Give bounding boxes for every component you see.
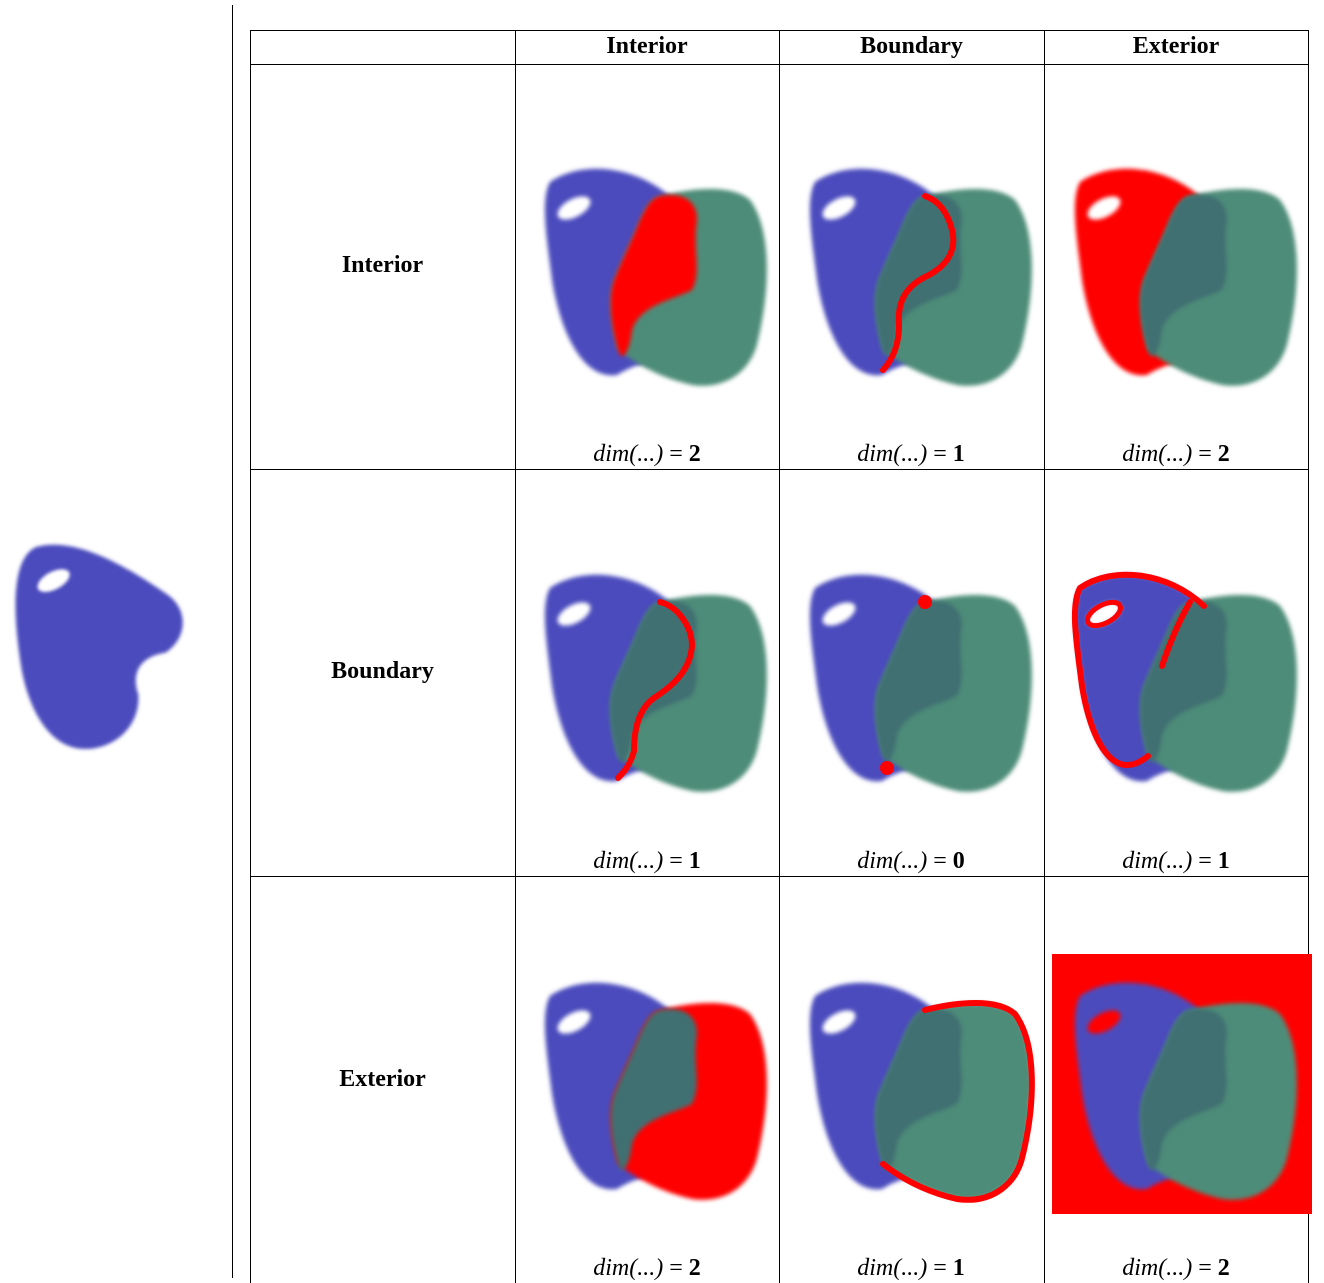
polygon-a-hole bbox=[557, 1010, 591, 1034]
grid-line bbox=[250, 876, 1308, 877]
cell-exterior-boundary bbox=[809, 982, 1035, 1203]
polygon-a-hole bbox=[1087, 196, 1121, 220]
grid-line bbox=[250, 30, 251, 1283]
dim-label: dim(...) = 2 bbox=[1122, 441, 1230, 467]
polygon-a-hole bbox=[1087, 602, 1121, 626]
highlight-line bbox=[1085, 599, 1123, 629]
cell-boundary-interior bbox=[544, 574, 767, 792]
grid-line bbox=[779, 30, 780, 1283]
highlight-line bbox=[1071, 571, 1207, 768]
highlight-point bbox=[880, 761, 894, 775]
relationship-matrix: Interior Boundary Exterior Interior Boun… bbox=[250, 30, 1312, 1283]
highlight-line bbox=[615, 599, 696, 781]
polygon-a-hole bbox=[822, 196, 856, 220]
overlap-region bbox=[610, 195, 697, 357]
overlap-region bbox=[610, 1009, 697, 1171]
polygon-a-hole bbox=[557, 602, 591, 626]
overlap-region bbox=[1140, 195, 1227, 357]
highlight-point bbox=[918, 595, 932, 609]
dim-label: dim(...) = 1 bbox=[857, 1255, 965, 1281]
dim-label: dim(...) = 1 bbox=[593, 848, 701, 874]
overlap-region bbox=[1140, 601, 1227, 763]
grid-line bbox=[515, 30, 516, 1283]
cell-boundary-boundary bbox=[809, 574, 1032, 792]
polygon-a-hole bbox=[822, 1010, 856, 1034]
vertical-divider bbox=[232, 5, 233, 1278]
cell-interior-interior bbox=[544, 168, 767, 386]
highlight-line bbox=[880, 193, 957, 373]
dim-label: dim(...) = 1 bbox=[1122, 848, 1230, 874]
grid-line bbox=[1044, 30, 1045, 1283]
column-header-interior: Interior bbox=[606, 33, 688, 59]
grid-line bbox=[1308, 30, 1309, 1283]
cell-boundary-exterior bbox=[1071, 571, 1297, 792]
row-header-exterior: Exterior bbox=[339, 1066, 426, 1092]
overlap-region bbox=[610, 601, 697, 763]
grid-line bbox=[250, 64, 1308, 65]
dim-label: dim(...) = 2 bbox=[593, 1255, 701, 1281]
overlap-region bbox=[875, 1009, 962, 1171]
cell-interior-exterior bbox=[1074, 168, 1297, 386]
polygon-a-hole bbox=[1087, 1010, 1121, 1034]
row-header-boundary: Boundary bbox=[331, 658, 434, 684]
overlap-region bbox=[1140, 1009, 1227, 1171]
grid-line bbox=[250, 30, 1308, 31]
cell-interior-boundary bbox=[809, 168, 1032, 386]
grid-line bbox=[250, 469, 1308, 470]
dim-label: dim(...) = 1 bbox=[857, 441, 965, 467]
column-header-exterior: Exterior bbox=[1132, 33, 1220, 59]
overlap-region bbox=[875, 601, 962, 763]
row-header-interior: Interior bbox=[341, 252, 424, 278]
dim-label: dim(...) = 0 bbox=[857, 848, 965, 874]
dim-label: dim(...) = 2 bbox=[1122, 1255, 1230, 1281]
polygon-a-hole bbox=[822, 602, 856, 626]
polygon-a-hole bbox=[557, 196, 591, 220]
reference-polygon-a bbox=[15, 544, 183, 749]
cell-exterior-interior bbox=[544, 982, 767, 1200]
cell-exterior-exterior bbox=[1052, 954, 1312, 1214]
highlight-line bbox=[880, 1000, 1035, 1203]
column-header-boundary: Boundary bbox=[860, 33, 963, 59]
dim-label: dim(...) = 2 bbox=[593, 441, 701, 467]
